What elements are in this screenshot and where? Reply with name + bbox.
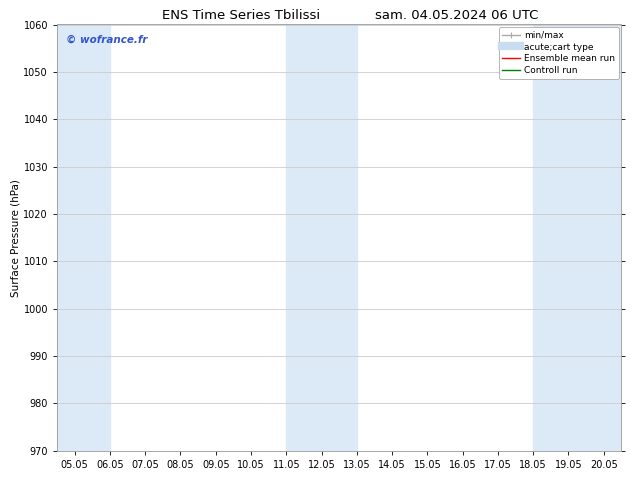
Legend: min/max, acute;cart type, Ensemble mean run, Controll run: min/max, acute;cart type, Ensemble mean …	[499, 27, 619, 78]
Bar	[533, 24, 621, 451]
Text: © wofrance.fr: © wofrance.fr	[65, 35, 147, 45]
Bar	[57, 24, 110, 451]
Y-axis label: Surface Pressure (hPa): Surface Pressure (hPa)	[11, 179, 21, 296]
Text: sam. 04.05.2024 06 UTC: sam. 04.05.2024 06 UTC	[375, 9, 538, 22]
Text: ENS Time Series Tbilissi: ENS Time Series Tbilissi	[162, 9, 320, 22]
Bar	[287, 24, 357, 451]
